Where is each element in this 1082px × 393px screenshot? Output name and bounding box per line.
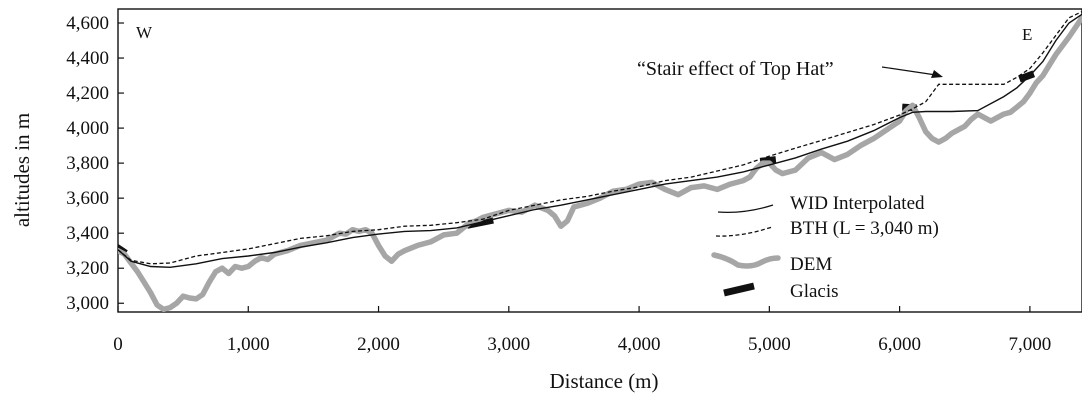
y-tick-label: 3,600 bbox=[66, 188, 109, 209]
x-axis: 0 1,000 2,000 3,000 4,000 5,000 6,000 7,000 bbox=[113, 306, 1051, 355]
series-line-wid bbox=[118, 13, 1082, 269]
y-tick-label: 4,200 bbox=[66, 83, 109, 104]
x-tick-label: 2,000 bbox=[357, 334, 400, 355]
x-tick-label: 1,000 bbox=[227, 334, 270, 355]
y-tick-label: 4,400 bbox=[66, 48, 109, 69]
annotation-arrowhead bbox=[931, 70, 943, 78]
direction-label-east: E bbox=[1022, 25, 1032, 44]
legend: WID Interpolated BTH (L = 3,040 m) DEM G… bbox=[711, 193, 939, 302]
y-tick-label: 4,600 bbox=[66, 13, 109, 34]
x-tick-label: 5,000 bbox=[748, 334, 791, 355]
x-tick-label: 0 bbox=[113, 334, 123, 355]
x-tick-label: 4,000 bbox=[618, 334, 661, 355]
y-axis-title: altitudes in m bbox=[10, 113, 34, 227]
legend-swatch-glacis bbox=[723, 282, 755, 297]
legend-label-wid: WID Interpolated bbox=[790, 193, 925, 214]
legend-swatch-dem bbox=[711, 252, 781, 269]
x-tick-label: 3,000 bbox=[487, 334, 530, 355]
legend-swatch-wid bbox=[717, 204, 774, 213]
y-tick-label: 3,000 bbox=[66, 293, 109, 314]
y-tick-label: 4,000 bbox=[66, 118, 109, 139]
y-tick-label: 3,400 bbox=[66, 223, 109, 244]
legend-label-glacis: Glacis bbox=[790, 281, 839, 302]
x-axis-title: Distance (m) bbox=[549, 369, 658, 393]
plot-frame bbox=[117, 8, 1082, 313]
series-line-dem bbox=[118, 15, 1082, 312]
annotation: “Stair effect of Top Hat” bbox=[637, 58, 943, 80]
annotation-text: “Stair effect of Top Hat” bbox=[637, 58, 834, 80]
legend-swatch-bth bbox=[715, 226, 773, 237]
y-axis: 3,000 3,200 3,400 3,600 3,800 4,000 4,200 4,400… bbox=[66, 13, 124, 314]
y-tick-label: 3,200 bbox=[66, 258, 109, 279]
annotation-arrow-line bbox=[881, 66, 937, 76]
direction-label-west: W bbox=[136, 23, 153, 42]
series-lines bbox=[118, 11, 1082, 312]
y-tick-label: 3,800 bbox=[66, 153, 109, 174]
legend-label-dem: DEM bbox=[790, 254, 832, 275]
legend-label-bth: BTH (L = 3,040 m) bbox=[790, 218, 939, 239]
x-tick-label: 7,000 bbox=[1009, 334, 1052, 355]
x-tick-label: 6,000 bbox=[878, 334, 921, 355]
